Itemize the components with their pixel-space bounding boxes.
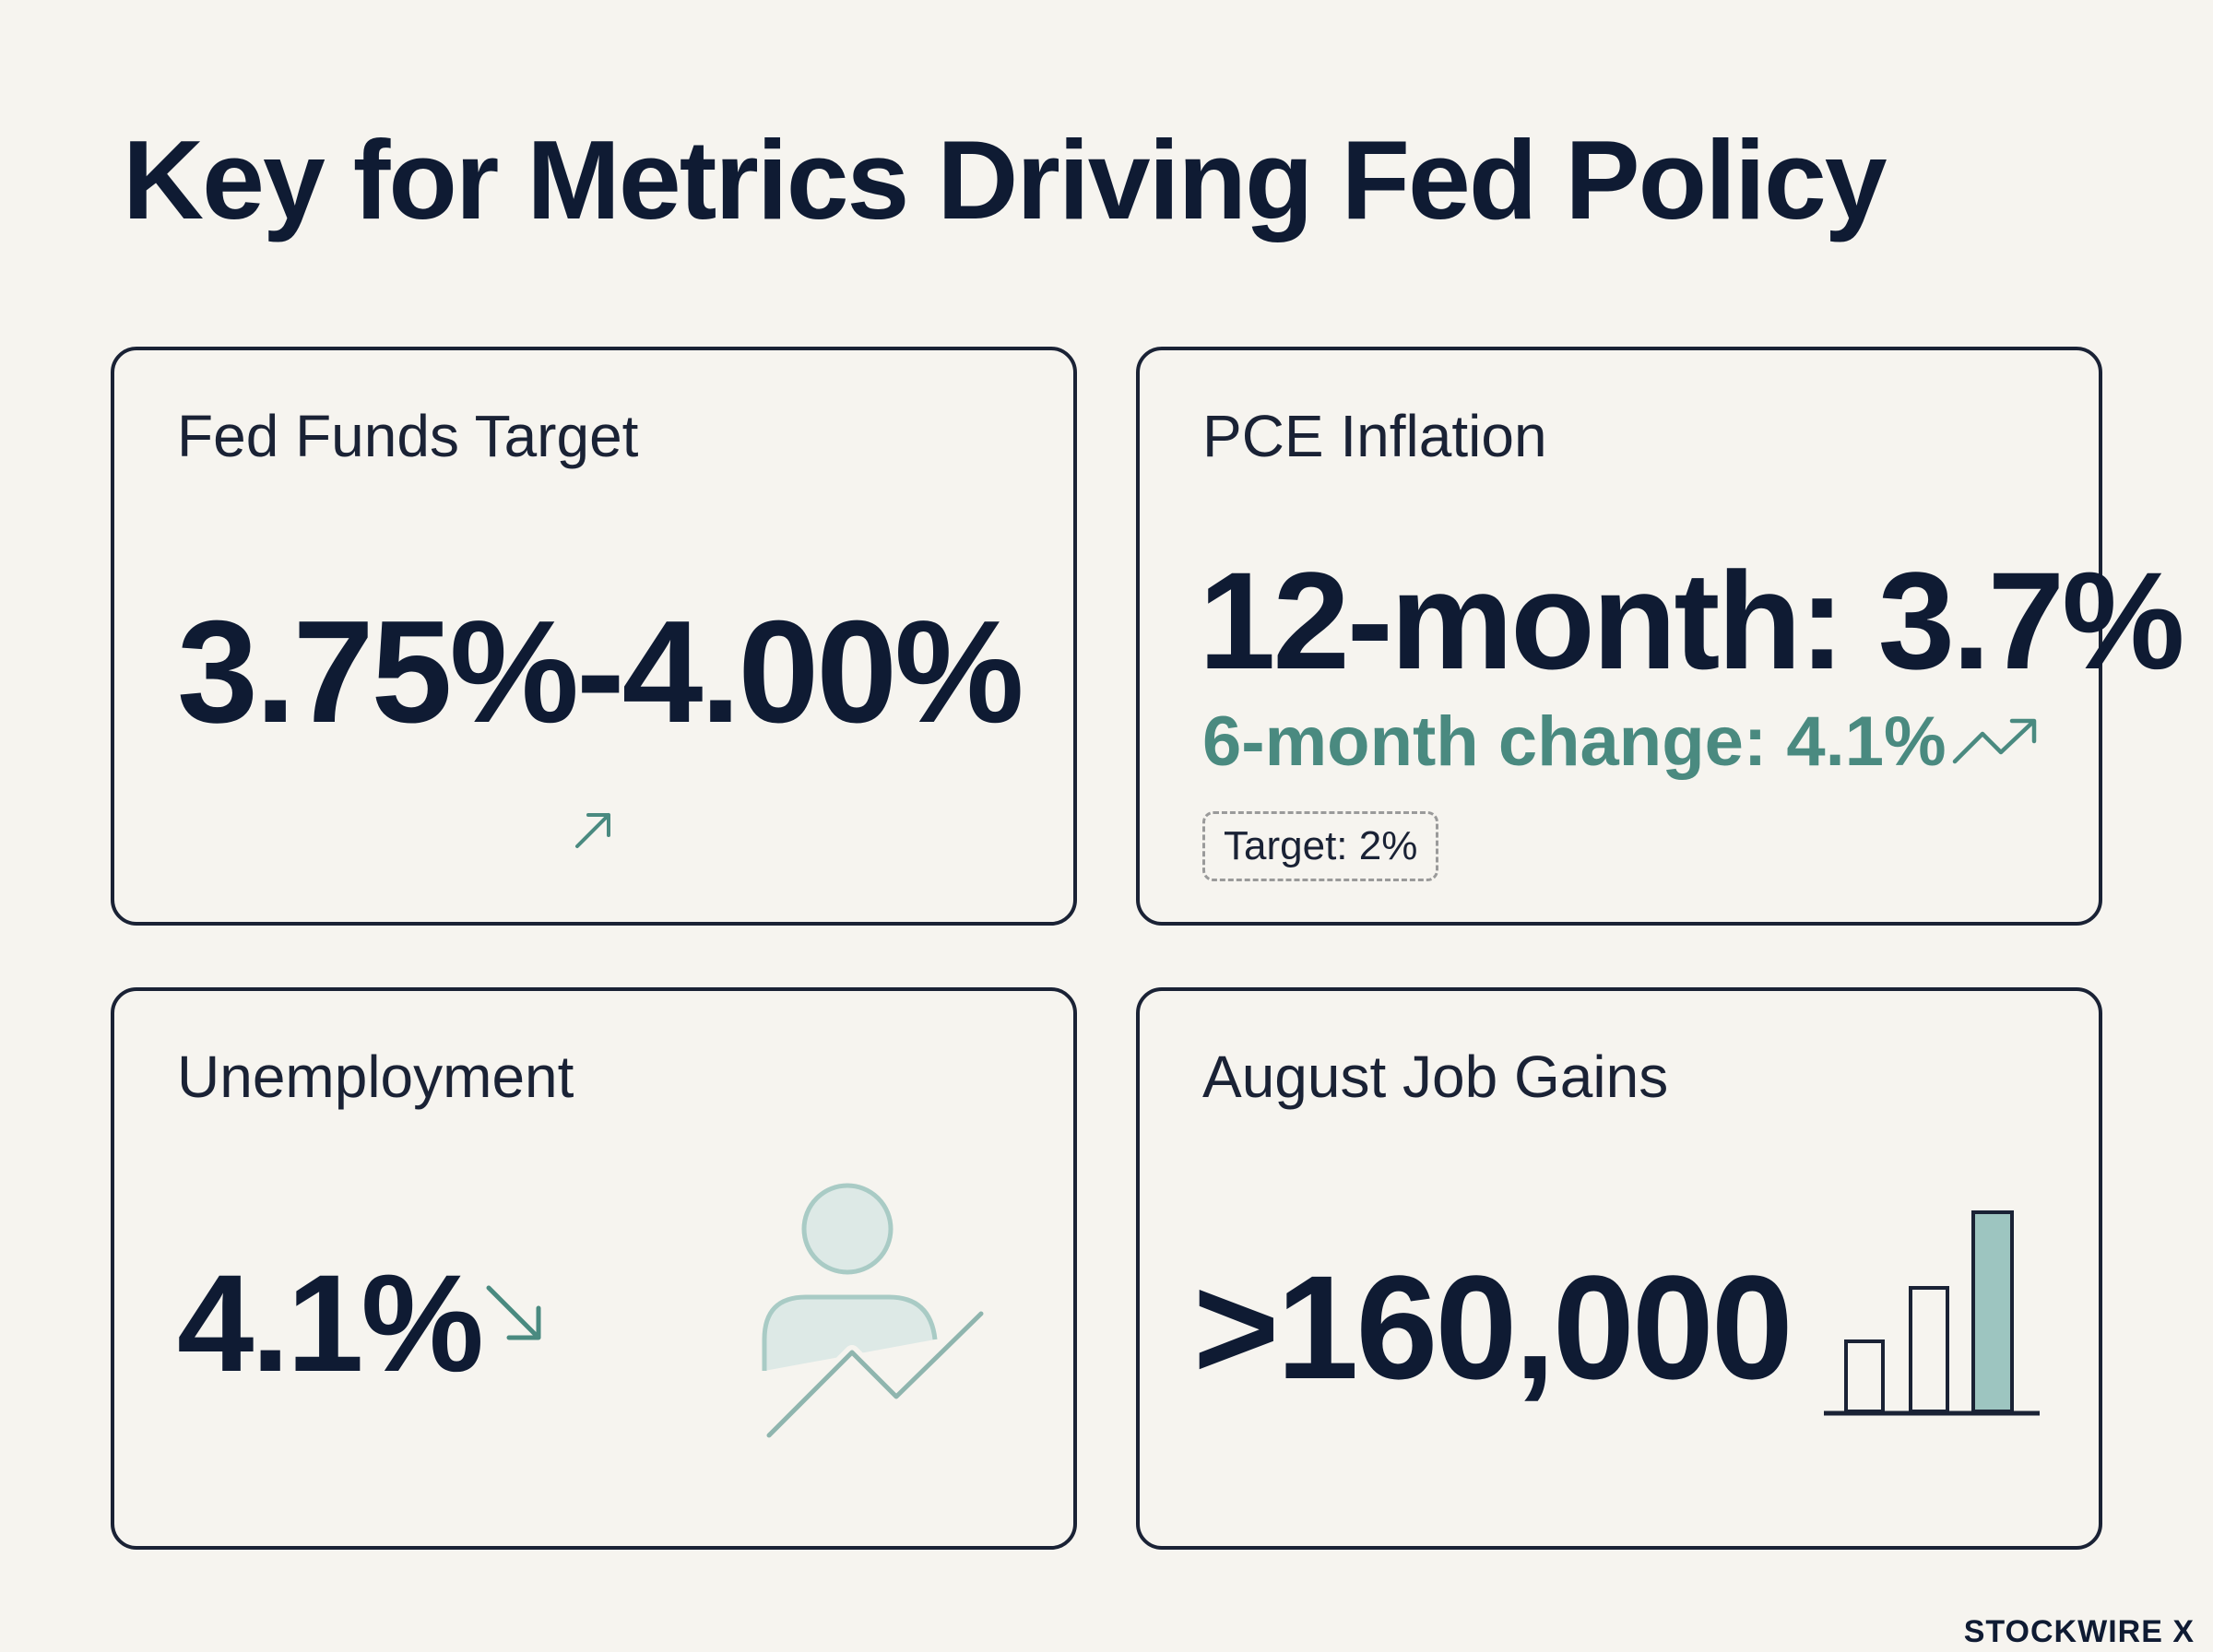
pce-6-month-value: 6-month change: 4.1%	[1202, 702, 1947, 781]
unemployment-value: 4.1%	[177, 1245, 484, 1400]
job-gains-label: August Job Gains	[1202, 1044, 1669, 1110]
job-gains-card: August Job Gains >160,000	[1136, 987, 2102, 1550]
page-title: Key for Metrics Driving Fed Policy	[123, 117, 1888, 242]
bar-chart-icon	[1824, 1210, 2040, 1416]
trending-up-icon	[1952, 718, 2037, 764]
unemployment-label: Unemployment	[177, 1044, 574, 1110]
pce-label: PCE Inflation	[1202, 403, 1547, 469]
unemployment-card: Unemployment 4.1%	[111, 987, 1077, 1550]
pce-12-month-value: 12-month: 3.7%	[1199, 543, 2185, 698]
person-chart-icon	[762, 1183, 988, 1443]
arrow-up-right-icon	[575, 813, 610, 848]
job-gains-value: >160,000	[1193, 1245, 1793, 1410]
pce-inflation-card: PCE Inflation 12-month: 3.7% 6-month cha…	[1136, 347, 2185, 926]
divider-line	[199, 867, 1011, 870]
target-badge: Target: 2%	[1202, 811, 1439, 881]
fed-funds-value: 3.75%-4.00%	[177, 591, 1024, 753]
fed-funds-label: Fed Funds Target	[177, 403, 639, 469]
brand-logo: STOCKWIRE X	[1963, 1614, 2195, 1649]
arrow-down-right-icon	[486, 1285, 541, 1340]
fed-funds-card: Fed Funds Target 3.75%-4.00%	[111, 347, 1077, 926]
